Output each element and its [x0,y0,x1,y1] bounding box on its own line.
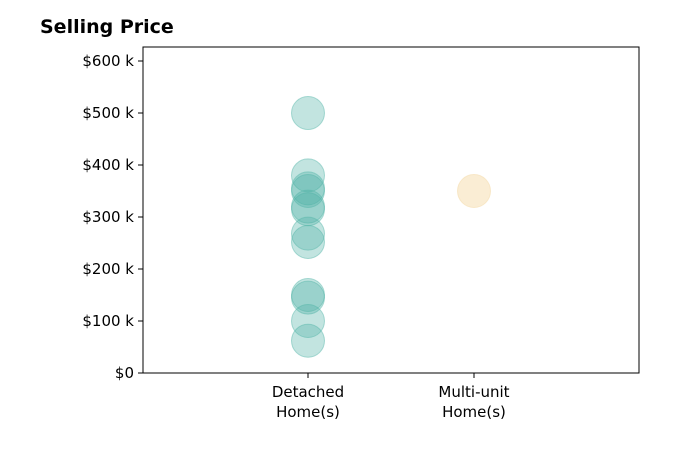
scatter-point [291,171,325,206]
scatter-point [291,192,325,227]
scatter-point [291,158,325,193]
y-tick-label: $100 k [82,312,134,330]
scatter-point [291,304,325,338]
chart-title: Selling Price [40,16,174,38]
y-tick-label: $500 k [82,104,134,122]
scatter-point [291,174,325,208]
scatter-point [291,323,325,358]
scatter-point [291,189,325,224]
x-tick-label: Multi-unit Home(s) [438,383,509,421]
y-tick-label: $400 k [82,156,134,174]
scatter-point [291,224,325,259]
y-tick-label: $200 k [82,260,134,278]
scatter-point [457,174,491,208]
y-tick-label: $300 k [82,208,134,226]
scatter-point [291,216,325,251]
x-axis: Detached Home(s) Multi-unit Home(s) [272,373,510,421]
plot-frame [142,46,640,374]
y-axis: $0 $100 k $200 k $300 k $400 k $500 k $600 k [82,52,143,382]
y-tick-label: $600 k [82,52,134,70]
x-tick-label: Detached Home(s) [272,383,344,421]
data-points [291,96,491,358]
scatter-point [291,96,325,130]
scatter-point [291,280,325,315]
y-tick-label: $0 [115,364,134,382]
scatter-point [291,278,325,312]
